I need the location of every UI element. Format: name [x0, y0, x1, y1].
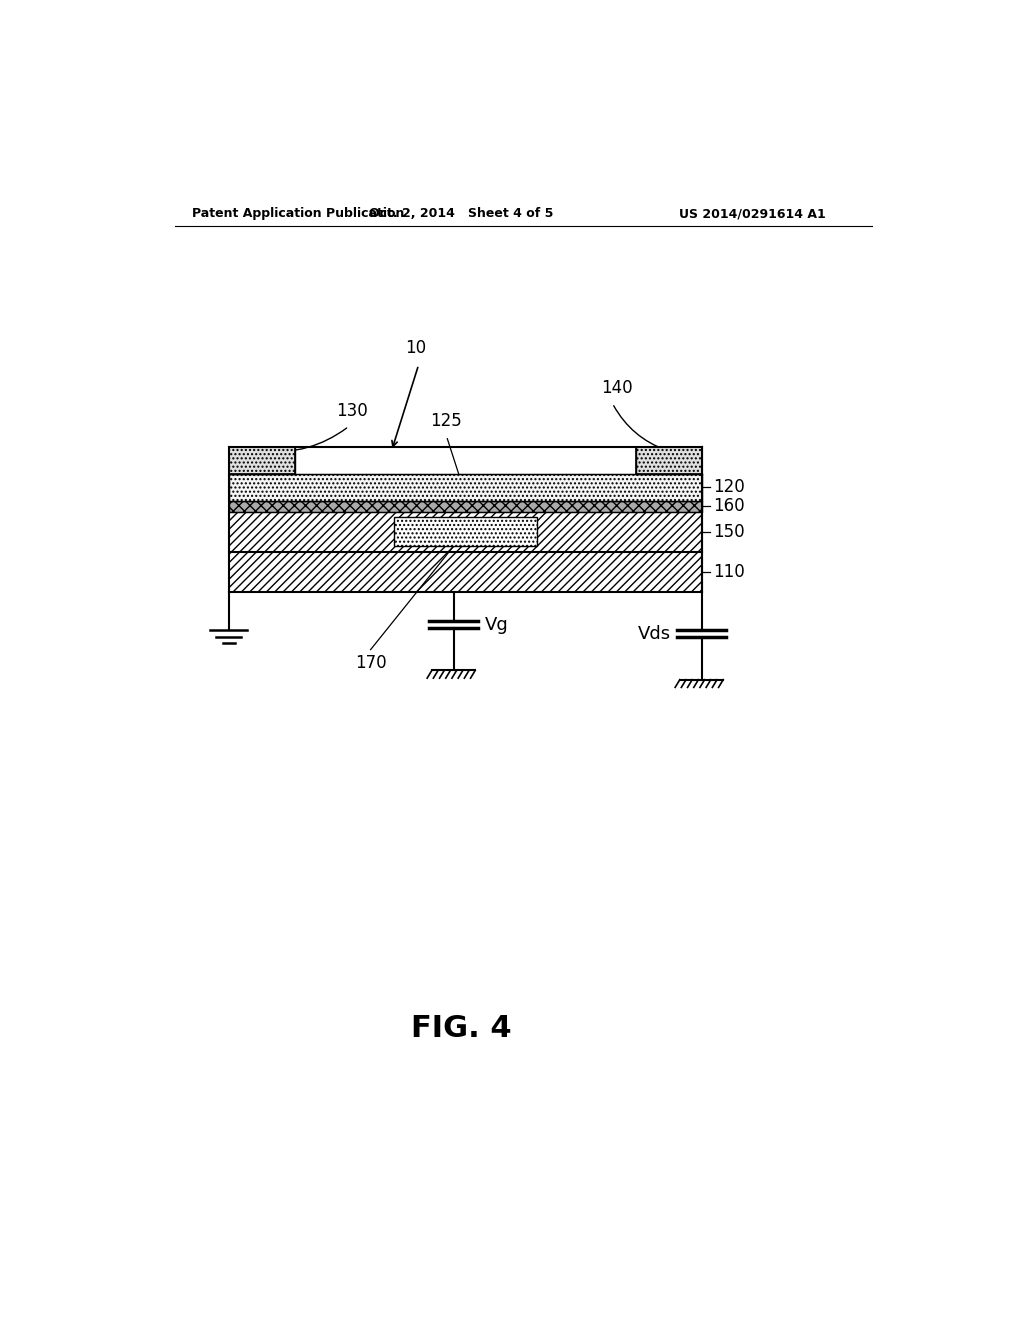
Bar — [228, 447, 295, 474]
Bar — [228, 474, 701, 502]
Bar — [228, 512, 701, 552]
Text: 130: 130 — [336, 403, 368, 420]
Bar — [636, 447, 701, 474]
Text: Vds: Vds — [637, 624, 671, 643]
Text: 120: 120 — [713, 478, 744, 496]
Text: 125: 125 — [430, 412, 462, 430]
Text: 140: 140 — [601, 379, 633, 397]
Text: Patent Application Publication: Patent Application Publication — [191, 207, 403, 220]
Bar — [394, 517, 538, 546]
Bar — [228, 552, 701, 591]
Text: FIG. 4: FIG. 4 — [411, 1014, 512, 1043]
Text: 110: 110 — [713, 562, 744, 581]
Text: US 2014/0291614 A1: US 2014/0291614 A1 — [679, 207, 825, 220]
Bar — [228, 502, 701, 512]
Text: 170: 170 — [354, 653, 386, 672]
Text: 160: 160 — [713, 498, 744, 515]
Text: 10: 10 — [406, 339, 427, 358]
Text: Vg: Vg — [484, 615, 508, 634]
Text: Oct. 2, 2014   Sheet 4 of 5: Oct. 2, 2014 Sheet 4 of 5 — [369, 207, 553, 220]
Text: 150: 150 — [713, 523, 744, 541]
